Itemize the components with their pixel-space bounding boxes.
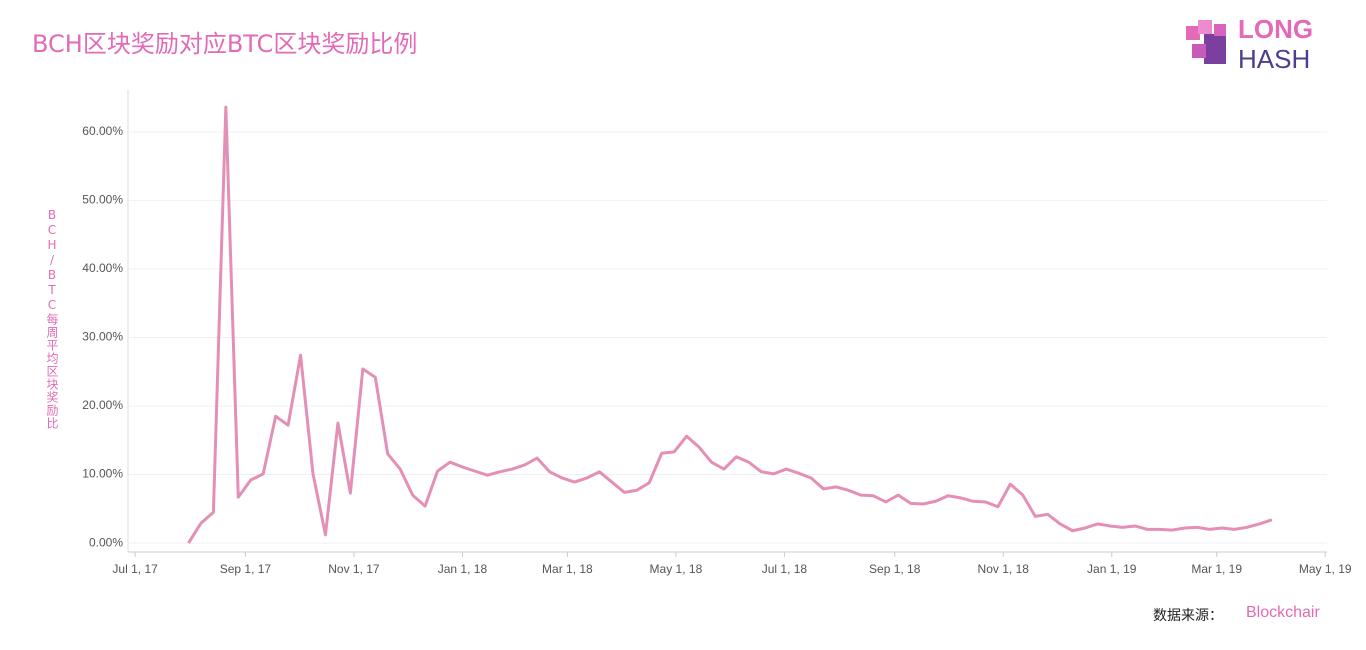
y-tick-label: 10.00% xyxy=(82,467,123,481)
x-tick-label: Sep 1, 17 xyxy=(220,562,272,576)
logo-mark xyxy=(1186,20,1226,64)
chart-title: BCH区块奖励对应BTC区块奖励比例 xyxy=(32,30,418,58)
line xyxy=(187,105,1273,544)
y-tick-label: 60.00% xyxy=(82,124,123,138)
source-label: 数据来源： xyxy=(1153,608,1223,624)
y-tick-label: 0.00% xyxy=(89,535,123,549)
x-tick-label: May 1, 19 xyxy=(1299,562,1352,576)
y-axis-label: BCH/BTC每周平均区块奖励比 xyxy=(45,208,59,430)
y-tick-label: 20.00% xyxy=(82,398,123,412)
logo-text: LONG xyxy=(1238,14,1314,44)
y-tick-label: 40.00% xyxy=(82,261,123,275)
y-tick-label: 30.00% xyxy=(82,330,123,344)
x-tick-label: Jan 1, 18 xyxy=(438,562,488,576)
x-tick-label: Nov 1, 17 xyxy=(328,562,380,576)
source: Blockchair xyxy=(1246,604,1320,621)
x-tick-label: Sep 1, 18 xyxy=(869,562,921,576)
x-tick-label: Nov 1, 18 xyxy=(978,562,1030,576)
x-tick-label: Jul 1, 18 xyxy=(762,562,808,576)
y-tick-label: 50.00% xyxy=(82,193,123,207)
x-tick-label: Mar 1, 19 xyxy=(1191,562,1242,576)
x-tick-label: Mar 1, 18 xyxy=(542,562,593,576)
logo-text: HASH xyxy=(1238,44,1311,74)
x-tick-label: Jul 1, 17 xyxy=(112,562,158,576)
x-tick-label: May 1, 18 xyxy=(650,562,703,576)
x-tick-label: Jan 1, 19 xyxy=(1087,562,1137,576)
